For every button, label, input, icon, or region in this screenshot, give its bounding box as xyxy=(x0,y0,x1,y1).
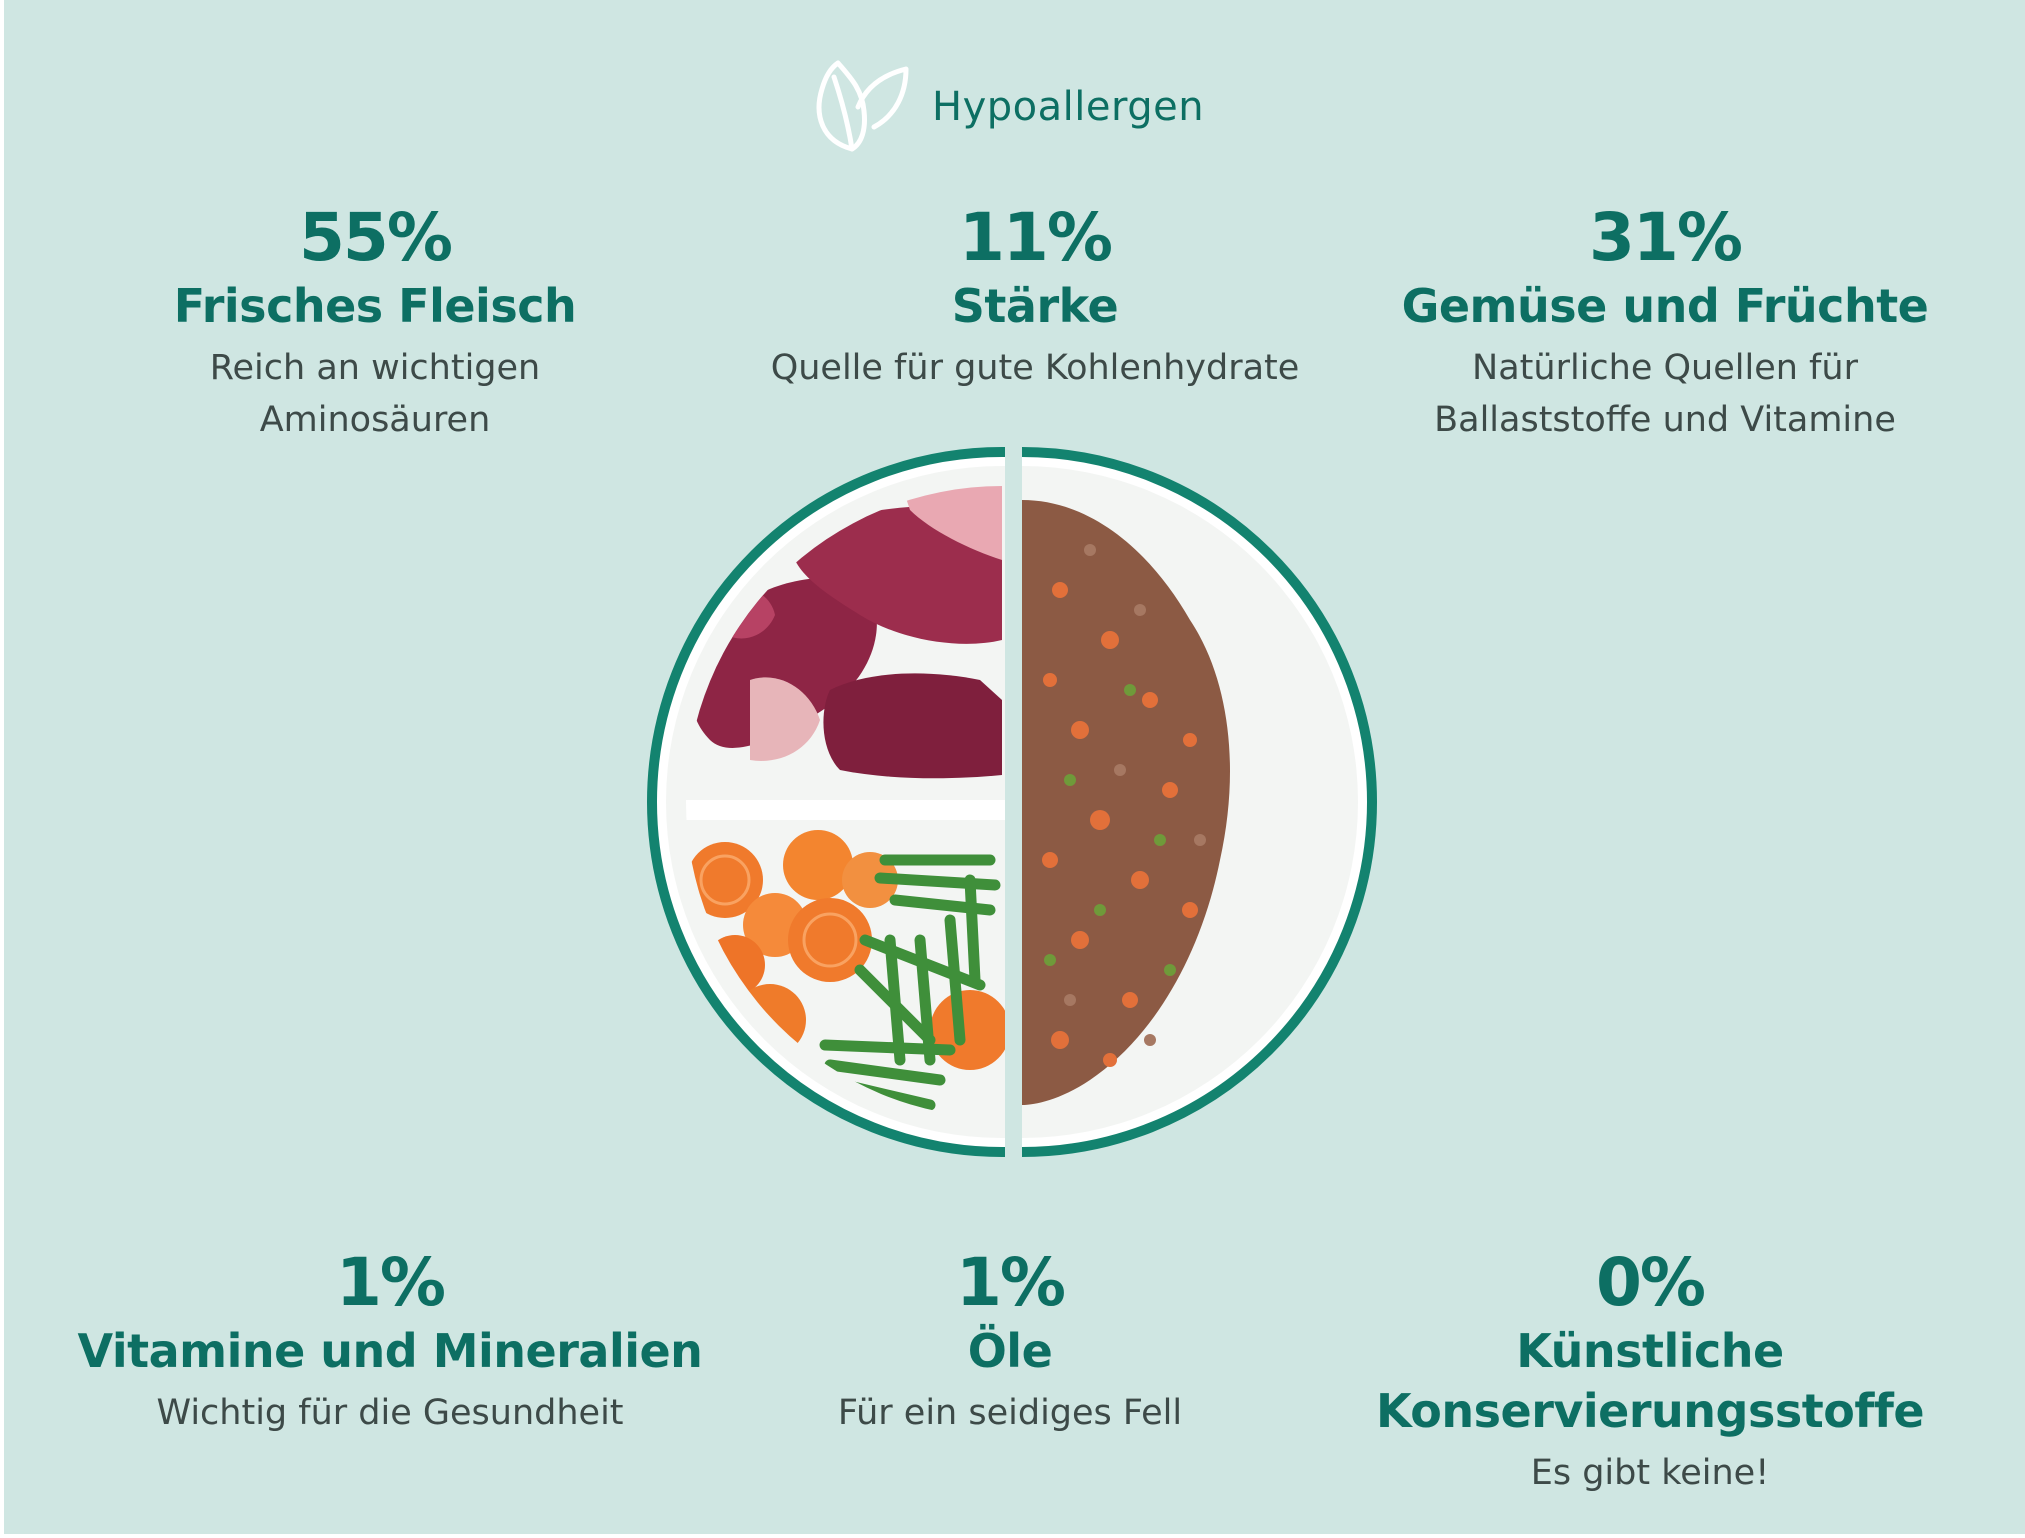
stat-label: Vitamine und Mineralien xyxy=(77,1324,703,1378)
stat-vitamins-minerals: 1% Vitamine und Mineralien Wichtig für d… xyxy=(60,1245,720,1439)
bowl-right-half xyxy=(1022,447,1377,1157)
stat-oils: 1% Öle Für ein seidiges Fell xyxy=(780,1245,1240,1439)
desc-line: Wichtig für die Gesundheit xyxy=(156,1393,624,1433)
desc-line: Aminosäuren xyxy=(259,400,491,440)
stat-description: Es gibt keine! xyxy=(1350,1447,1950,1499)
label-line: Künstliche xyxy=(1516,1324,1784,1378)
stat-percent: 31% xyxy=(1589,199,1743,276)
stat-description: Wichtig für die Gesundheit xyxy=(60,1387,720,1439)
stat-label: Künstliche Konservierungsstoffe xyxy=(1350,1321,1950,1441)
bowl-left-half xyxy=(647,447,1005,1157)
leaf-icon xyxy=(808,53,912,161)
food-bowl-image xyxy=(630,440,1380,1160)
stat-fresh-meat: 55% Frisches Fleisch Reich an wichtigen … xyxy=(130,200,620,446)
border-left xyxy=(0,0,4,1538)
stat-label: Stärke xyxy=(951,279,1119,333)
stat-label: Öle xyxy=(967,1324,1053,1378)
stat-preservatives: 0% Künstliche Konservierungsstoffe Es gi… xyxy=(1350,1245,1950,1499)
brand-badge: Hypoallergen xyxy=(808,52,1204,162)
desc-line: Ballaststoffe und Vitamine xyxy=(1434,400,1896,440)
stat-label: Gemüse und Früchte xyxy=(1401,279,1929,333)
stat-percent: 55% xyxy=(299,199,453,276)
desc-line: Reich an wichtigen xyxy=(209,348,541,388)
stat-description: Für ein seidiges Fell xyxy=(780,1387,1240,1439)
stat-label: Frisches Fleisch xyxy=(173,279,577,333)
stat-percent: 0% xyxy=(1595,1244,1706,1321)
label-line: Konservierungsstoffe xyxy=(1375,1384,1925,1438)
stat-percent: 1% xyxy=(335,1244,446,1321)
brand-title: Hypoallergen xyxy=(932,84,1205,130)
stat-description: Quelle für gute Kohlenhydrate xyxy=(735,342,1335,394)
stat-description: Reich an wichtigen Aminosäuren xyxy=(130,342,620,446)
desc-line: Es gibt keine! xyxy=(1530,1453,1770,1493)
desc-line: Natürliche Quellen für xyxy=(1472,348,1858,388)
stat-percent: 1% xyxy=(955,1244,1066,1321)
stat-description: Natürliche Quellen für Ballaststoffe und… xyxy=(1380,342,1950,446)
stat-percent: 11% xyxy=(959,199,1113,276)
stat-starch: 11% Stärke Quelle für gute Kohlenhydrate xyxy=(735,200,1335,394)
border-bottom xyxy=(0,1534,2025,1538)
desc-line: Quelle für gute Kohlenhydrate xyxy=(770,348,1300,388)
stat-vegetables-fruits: 31% Gemüse und Früchte Natürliche Quelle… xyxy=(1380,200,1950,446)
desc-line: Für ein seidiges Fell xyxy=(837,1393,1183,1433)
